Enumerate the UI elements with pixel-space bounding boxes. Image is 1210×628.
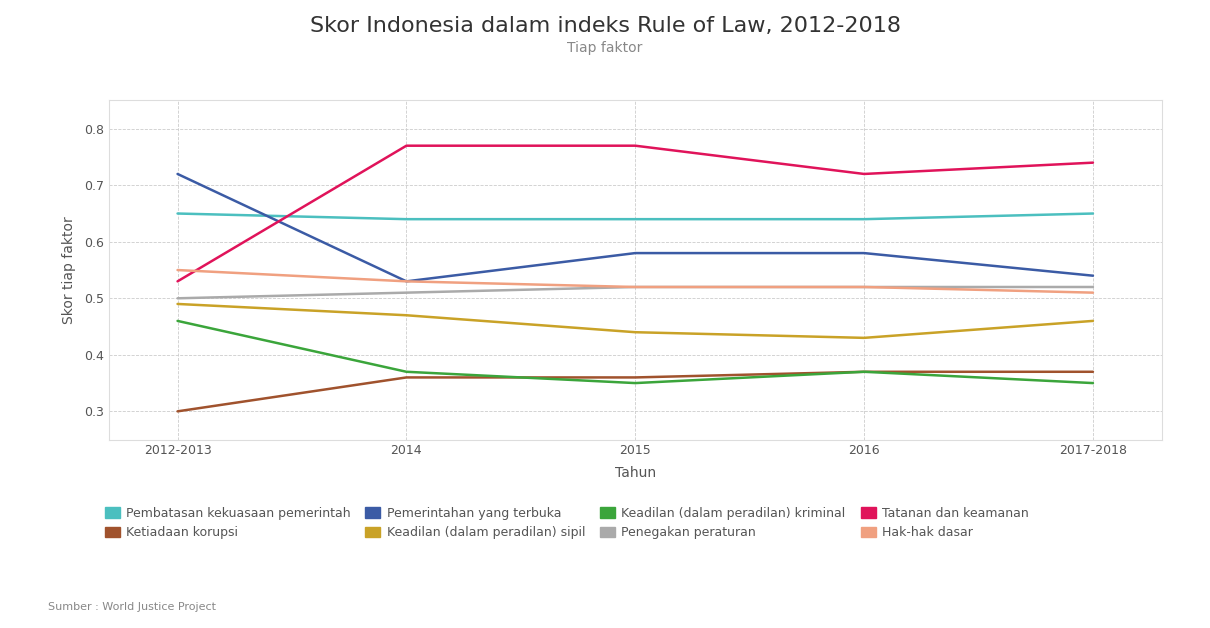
Legend: Pembatasan kekuasaan pemerintah, Ketiadaan korupsi, Pemerintahan yang terbuka, K: Pembatasan kekuasaan pemerintah, Ketiada… xyxy=(104,507,1028,539)
Text: Tiap faktor: Tiap faktor xyxy=(567,41,643,55)
Text: Skor Indonesia dalam indeks Rule of Law, 2012-2018: Skor Indonesia dalam indeks Rule of Law,… xyxy=(310,16,900,36)
X-axis label: Tahun: Tahun xyxy=(615,466,656,480)
Text: Sumber : World Justice Project: Sumber : World Justice Project xyxy=(48,602,217,612)
Y-axis label: Skor tiap faktor: Skor tiap faktor xyxy=(62,216,76,324)
